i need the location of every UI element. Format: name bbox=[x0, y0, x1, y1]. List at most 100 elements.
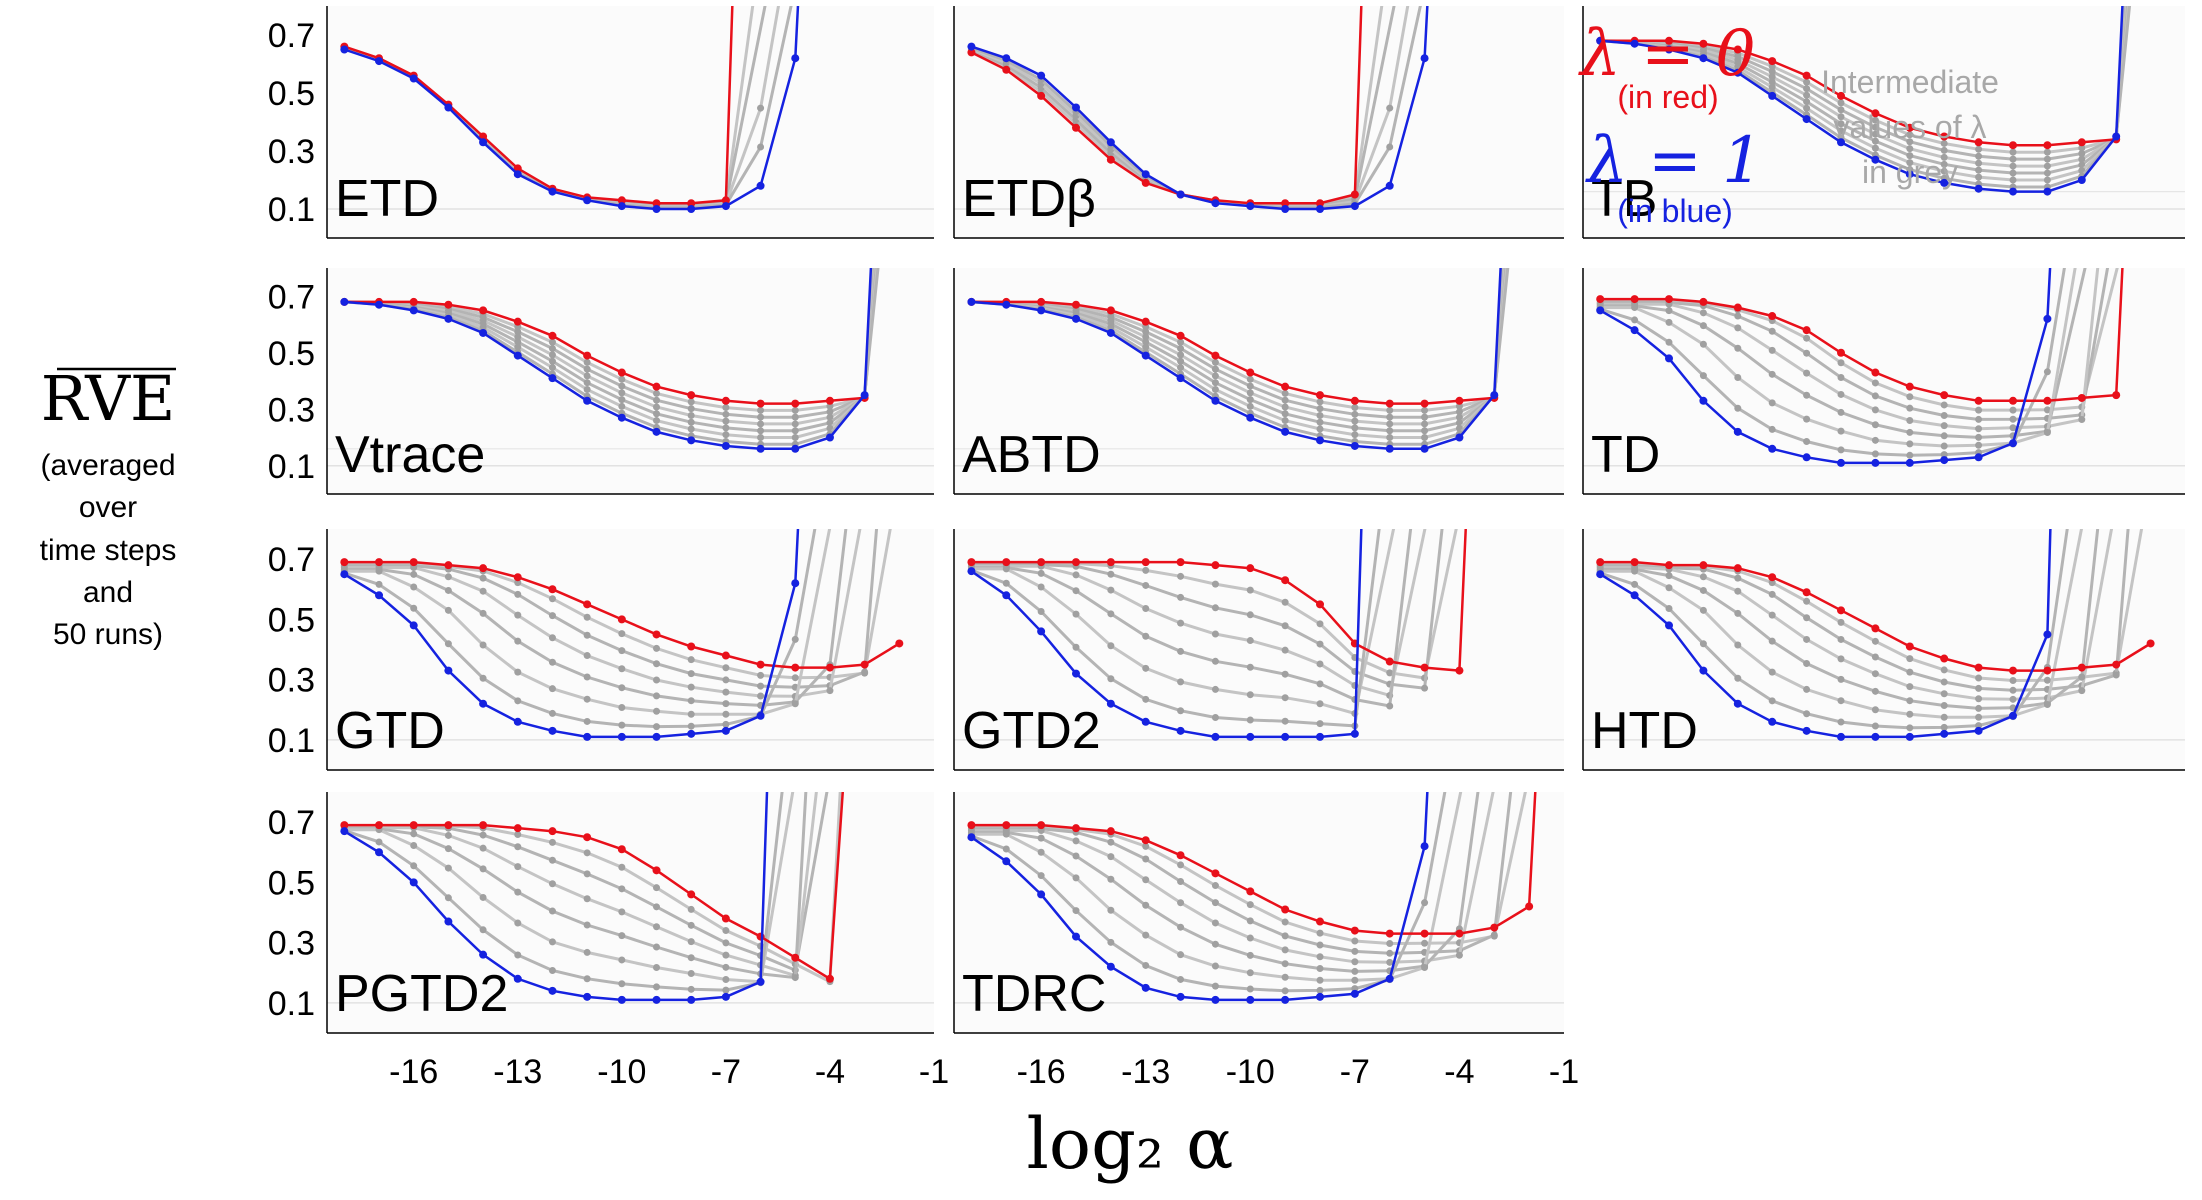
red-point bbox=[1940, 391, 1949, 400]
red-point bbox=[1974, 138, 1983, 147]
red-point bbox=[1350, 926, 1359, 935]
red-point bbox=[967, 48, 976, 57]
series-group bbox=[1596, 268, 2124, 467]
red-point bbox=[409, 558, 418, 567]
grey-point bbox=[653, 660, 661, 668]
grey-point bbox=[757, 104, 765, 112]
grey-point bbox=[1281, 918, 1289, 926]
red-point bbox=[1072, 558, 1080, 567]
series-group bbox=[967, 6, 1429, 213]
blue-point bbox=[1596, 570, 1605, 579]
grey-point bbox=[722, 700, 730, 708]
series-group bbox=[967, 529, 1467, 741]
grey-point bbox=[1631, 567, 1639, 575]
grey-point bbox=[1281, 396, 1289, 404]
grey-point bbox=[1142, 664, 1150, 672]
blue-point bbox=[1211, 995, 1220, 1004]
grey-point bbox=[1871, 436, 1879, 444]
grey-point bbox=[1107, 642, 1115, 650]
grey-point bbox=[2078, 144, 2086, 152]
grey-point bbox=[514, 697, 522, 705]
grey-point bbox=[514, 333, 522, 341]
grey-point bbox=[722, 664, 730, 672]
grey-point bbox=[514, 668, 522, 676]
grey-point bbox=[1906, 416, 1914, 424]
grey-point bbox=[1211, 685, 1219, 693]
blue-point bbox=[1733, 68, 1742, 77]
grey-point bbox=[2043, 169, 2051, 177]
grey-point bbox=[1107, 610, 1115, 618]
grey-point bbox=[1246, 663, 1254, 671]
grey-point bbox=[1871, 144, 1879, 152]
grey-point bbox=[1107, 906, 1115, 914]
grey-point bbox=[1037, 848, 1045, 856]
grey-point bbox=[1768, 637, 1776, 645]
grey-point bbox=[1211, 372, 1219, 380]
panel-tdrc: -16 -13 -10 -7 -4 -1 TDRC bbox=[953, 792, 1579, 1091]
panel-abtd: ABTD bbox=[953, 268, 1564, 495]
grey-point bbox=[1386, 427, 1394, 435]
grey-series-line bbox=[1600, 268, 2110, 421]
grey-point bbox=[479, 893, 487, 901]
grey-point bbox=[583, 717, 591, 725]
grey-point bbox=[1631, 316, 1639, 324]
grey-point bbox=[1351, 431, 1359, 439]
blue-point bbox=[1420, 54, 1429, 63]
grey-point bbox=[1211, 962, 1219, 970]
grey-point bbox=[1316, 411, 1324, 419]
grey-point bbox=[1246, 901, 1254, 909]
grey-point bbox=[479, 641, 487, 649]
red-point bbox=[1037, 91, 1046, 100]
grey-point bbox=[687, 670, 695, 678]
grey-series-line bbox=[344, 792, 795, 984]
grey-point bbox=[548, 351, 556, 359]
blue-point bbox=[1316, 205, 1324, 213]
grey-point bbox=[1316, 640, 1324, 648]
red-series-line bbox=[971, 300, 1495, 405]
blue-point bbox=[721, 441, 730, 450]
red-point bbox=[1837, 348, 1845, 357]
red-point bbox=[791, 399, 800, 408]
panel-title: GTD bbox=[335, 702, 445, 760]
blue-point bbox=[1211, 732, 1220, 741]
grey-point bbox=[1455, 408, 1463, 416]
grey-point bbox=[1177, 923, 1185, 931]
red-point bbox=[721, 196, 730, 205]
series-group bbox=[967, 268, 1510, 453]
blue-point bbox=[1940, 729, 1949, 738]
grey-series-line bbox=[1600, 529, 2100, 710]
grey-point bbox=[479, 674, 487, 682]
red-point bbox=[2112, 391, 2121, 400]
grey-point bbox=[618, 721, 626, 729]
grey-point bbox=[1940, 153, 1948, 161]
red-point bbox=[1316, 391, 1324, 400]
grey-point bbox=[1837, 120, 1845, 128]
y-tick-label: 0.1 bbox=[268, 985, 315, 1023]
blue-point bbox=[1665, 621, 1673, 630]
grey-point bbox=[1734, 344, 1742, 352]
grey-point bbox=[1142, 581, 1150, 589]
blue-point bbox=[1733, 699, 1742, 708]
panel-title: TB bbox=[1591, 170, 1657, 228]
grey-point bbox=[1281, 946, 1289, 954]
grey-point bbox=[1316, 680, 1324, 688]
grey-point bbox=[410, 570, 418, 578]
red-point bbox=[1733, 564, 1742, 573]
grey-point bbox=[1940, 139, 1948, 147]
red-point bbox=[1385, 399, 1394, 408]
grey-point bbox=[1246, 917, 1254, 925]
blue-point bbox=[1037, 306, 1046, 315]
blue-point bbox=[548, 986, 557, 995]
grey-point bbox=[1837, 446, 1845, 454]
grey-point bbox=[618, 863, 626, 871]
grey-point bbox=[1211, 919, 1219, 927]
grey-point bbox=[410, 841, 418, 849]
grey-point bbox=[1699, 340, 1707, 348]
grey-point bbox=[583, 975, 591, 983]
grey-point bbox=[1734, 404, 1742, 412]
blue-point bbox=[513, 974, 522, 983]
grey-point bbox=[479, 926, 487, 934]
grey-point bbox=[2043, 176, 2051, 184]
grey-point bbox=[1177, 951, 1185, 959]
grey-point bbox=[1246, 402, 1254, 410]
